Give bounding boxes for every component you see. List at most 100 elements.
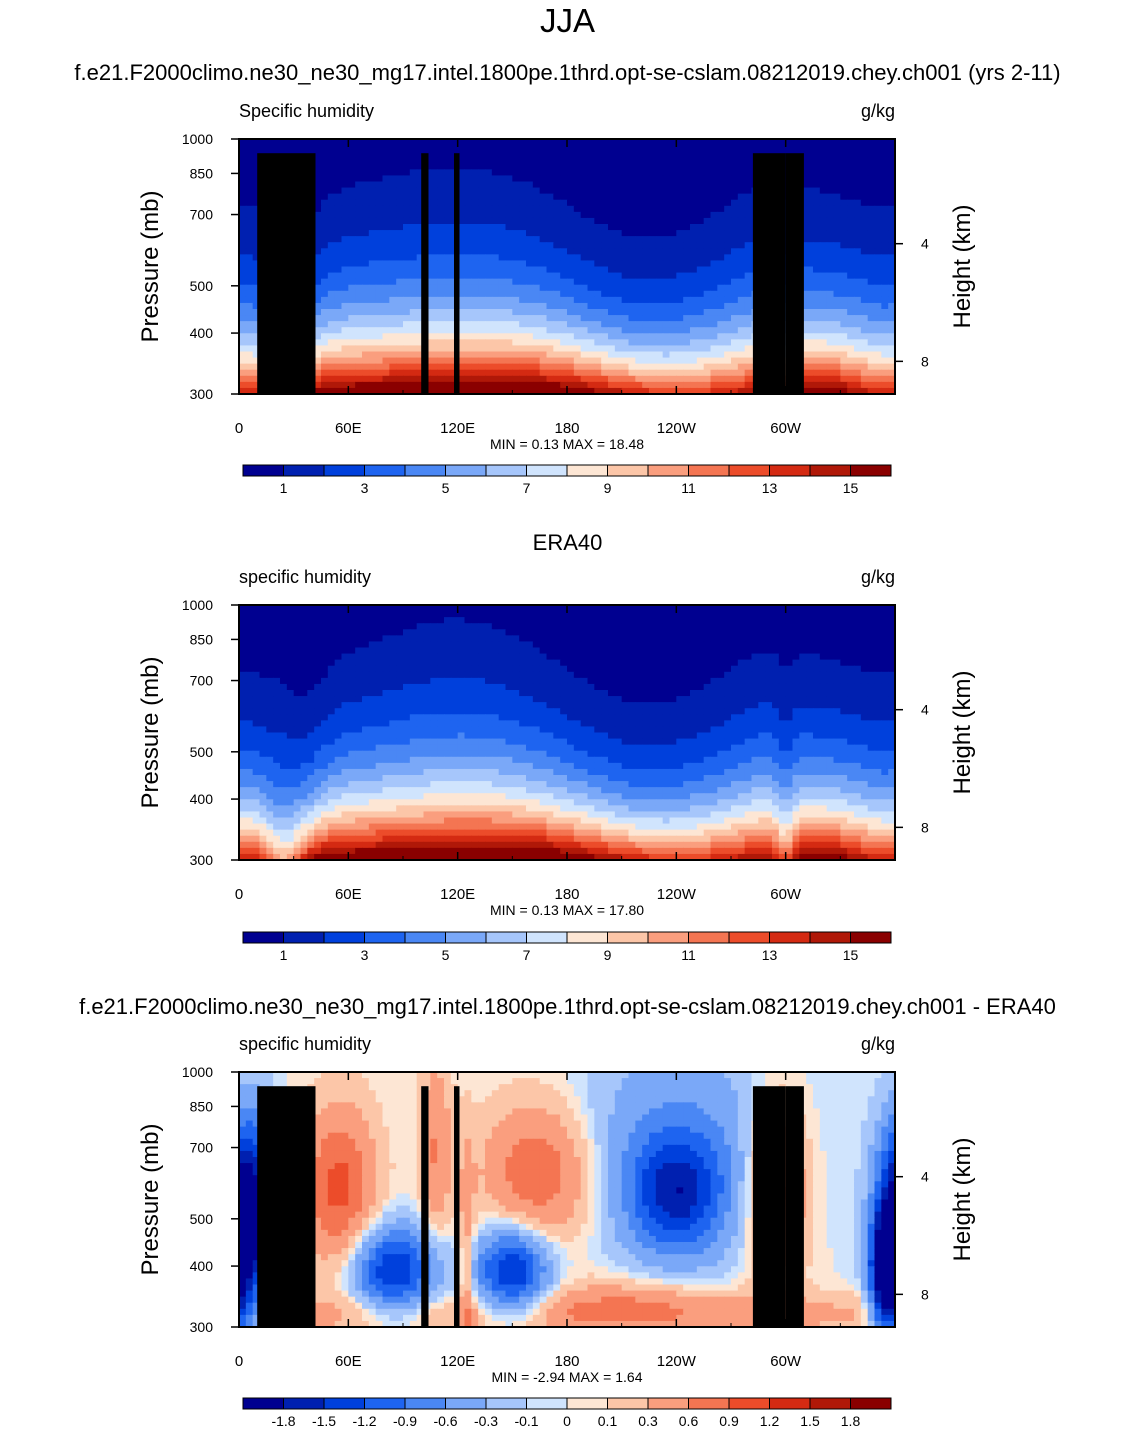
field-cell (628, 205, 636, 213)
field-cell (676, 641, 684, 649)
field-cell (690, 187, 698, 195)
field-cell (334, 387, 343, 395)
field-cell (669, 175, 677, 183)
field-cell (314, 327, 322, 334)
field-cell (430, 611, 438, 618)
field-cell (526, 272, 534, 280)
field-cell (252, 163, 261, 170)
field-cell (498, 139, 507, 146)
field-cell (396, 187, 404, 195)
field-cell (744, 641, 753, 649)
field-cell (245, 321, 254, 328)
field-cell (833, 236, 841, 243)
field-cell (437, 205, 445, 213)
field-cell (881, 315, 889, 322)
field-cell (505, 296, 513, 304)
field-cell (874, 199, 882, 207)
field-cell (731, 296, 739, 304)
field-cell (703, 653, 712, 661)
field-cell (710, 611, 718, 618)
field-cell (874, 151, 882, 158)
field-cell (642, 260, 650, 268)
field-cell (416, 284, 425, 292)
field-cell (867, 333, 876, 340)
field-cell (676, 327, 684, 334)
field-cell (662, 375, 671, 383)
field-cell (621, 242, 630, 249)
field-cell (327, 254, 336, 262)
field-cell (819, 145, 828, 152)
field-cell (526, 653, 534, 661)
field-cell (457, 381, 466, 389)
field-cell (471, 647, 479, 655)
field-cell (806, 181, 814, 189)
field-cell (696, 623, 705, 630)
field-cell (280, 635, 288, 643)
field-cell (683, 157, 691, 164)
field-cell (464, 641, 472, 649)
field-cell (471, 260, 479, 268)
field-cell (409, 248, 418, 255)
field-cell (635, 284, 643, 292)
field-cell (532, 296, 541, 304)
field-cell (614, 351, 623, 359)
field-cell (594, 387, 602, 395)
field-cell (341, 205, 349, 213)
field-cell (758, 647, 766, 655)
field-cell (867, 387, 876, 395)
field-cell (245, 266, 254, 274)
field-cell (245, 617, 254, 624)
field-cell (690, 321, 698, 328)
field-cell (813, 339, 821, 347)
field-cell (888, 266, 896, 274)
field-cell (491, 224, 500, 231)
field-cell (485, 339, 493, 347)
field-cell (437, 296, 445, 304)
field-cell (669, 151, 677, 158)
field-cell (485, 260, 493, 268)
field-cell (806, 205, 814, 213)
field-cell (478, 205, 486, 213)
field-cell (594, 163, 602, 170)
field-cell (252, 653, 261, 661)
field-cell (416, 321, 425, 328)
field-cell (573, 309, 582, 316)
field-cell (498, 321, 507, 328)
field-cell (430, 345, 438, 353)
field-cell (614, 205, 623, 213)
field-cell (772, 629, 780, 636)
field-cell (348, 381, 356, 389)
field-cell (867, 205, 876, 213)
field-cell (259, 635, 267, 643)
field-cell (368, 375, 377, 383)
colorbar-label: 1 (280, 480, 288, 496)
field-cell (826, 635, 835, 643)
field-cell (854, 266, 862, 274)
field-cell (778, 647, 787, 655)
field-cell (471, 611, 479, 618)
field-cell (737, 242, 746, 249)
field-cell (690, 296, 698, 304)
field-cell (683, 375, 691, 383)
field-cell (546, 363, 554, 371)
field-cell (362, 327, 370, 334)
field-cell (614, 157, 623, 164)
field-cell (833, 254, 841, 262)
field-cell (573, 211, 582, 219)
field-cell (546, 647, 554, 655)
field-cell (293, 145, 302, 152)
field-cell (833, 139, 841, 146)
field-cell (478, 653, 486, 661)
field-cell (444, 653, 452, 661)
field-cell (635, 653, 643, 661)
field-cell (464, 266, 472, 274)
field-cell (819, 254, 828, 262)
field-cell (854, 290, 862, 298)
field-cell (840, 635, 848, 643)
field-cell (485, 145, 493, 152)
field-cell (245, 635, 254, 643)
field-cell (744, 230, 753, 237)
field-cell (655, 169, 664, 177)
field-cell (519, 175, 527, 183)
field-cell (826, 605, 835, 612)
